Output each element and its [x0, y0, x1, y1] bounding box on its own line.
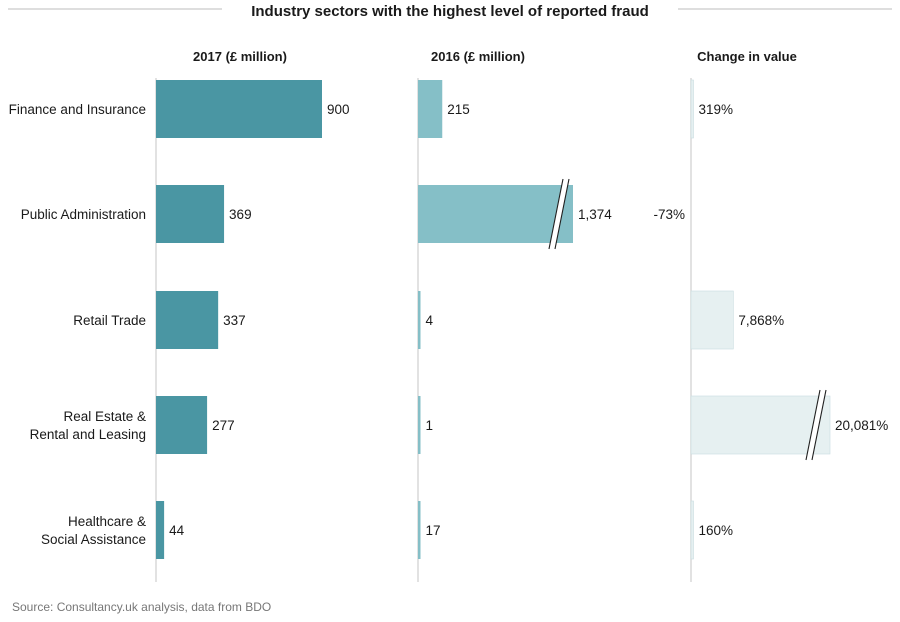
value-label: 44 [169, 523, 185, 538]
value-label: 160% [699, 523, 734, 538]
value-label: 4 [426, 313, 434, 328]
fraud-chart: Industry sectors with the highest level … [8, 3, 892, 582]
value-labels: 900 369 337 277 44 215 1,374 4 1 17 319% -73% 7,868%… [169, 102, 888, 538]
chart-title: Industry sectors with the highest level … [251, 3, 649, 20]
axis-lines [155, 78, 692, 582]
bar [156, 501, 165, 559]
axis-break-line [548, 178, 564, 250]
bar [690, 500, 694, 560]
value-label: 277 [212, 418, 235, 433]
bar [156, 291, 219, 349]
bar [156, 396, 208, 454]
value-label: 7,868% [738, 313, 784, 328]
value-label: 337 [223, 313, 246, 328]
axis-break-line [805, 389, 821, 461]
value-label: 1,374 [578, 207, 612, 222]
axis-break-gap [806, 390, 826, 460]
category-label: Healthcare & [68, 514, 146, 529]
value-label: 17 [426, 523, 441, 538]
axis-break-gap [549, 179, 569, 249]
value-label: 1 [426, 418, 434, 433]
bar [418, 185, 573, 243]
bar [156, 80, 322, 138]
bar [690, 79, 694, 139]
value-label: 319% [699, 102, 734, 117]
column-header-2017: 2017 (£ million) [193, 49, 287, 64]
axis-break-line [811, 389, 827, 461]
bars-layer [156, 79, 831, 560]
category-label: Rental and Leasing [30, 427, 146, 442]
axis-break-line [554, 178, 570, 250]
bar [418, 396, 421, 454]
value-label: 20,081% [835, 418, 888, 433]
source-note: Source: Consultancy.uk analysis, data fr… [12, 600, 272, 614]
bar [418, 80, 443, 138]
bar [690, 290, 734, 350]
value-label: -73% [653, 207, 685, 222]
category-label: Social Assistance [41, 532, 146, 547]
bar [418, 291, 421, 349]
category-label: Finance and Insurance [9, 102, 146, 117]
column-header-2016: 2016 (£ million) [431, 49, 525, 64]
bar [418, 501, 421, 559]
column-header-change: Change in value [697, 49, 797, 64]
value-label: 900 [327, 102, 350, 117]
category-label: Retail Trade [73, 313, 146, 328]
value-label: 215 [447, 102, 470, 117]
bar [156, 185, 225, 243]
value-label: 369 [229, 207, 252, 222]
category-label: Real Estate & [63, 409, 146, 424]
category-label: Public Administration [21, 207, 146, 222]
category-labels: Finance and Insurance Public Administrati… [9, 102, 146, 547]
bar [690, 395, 831, 455]
